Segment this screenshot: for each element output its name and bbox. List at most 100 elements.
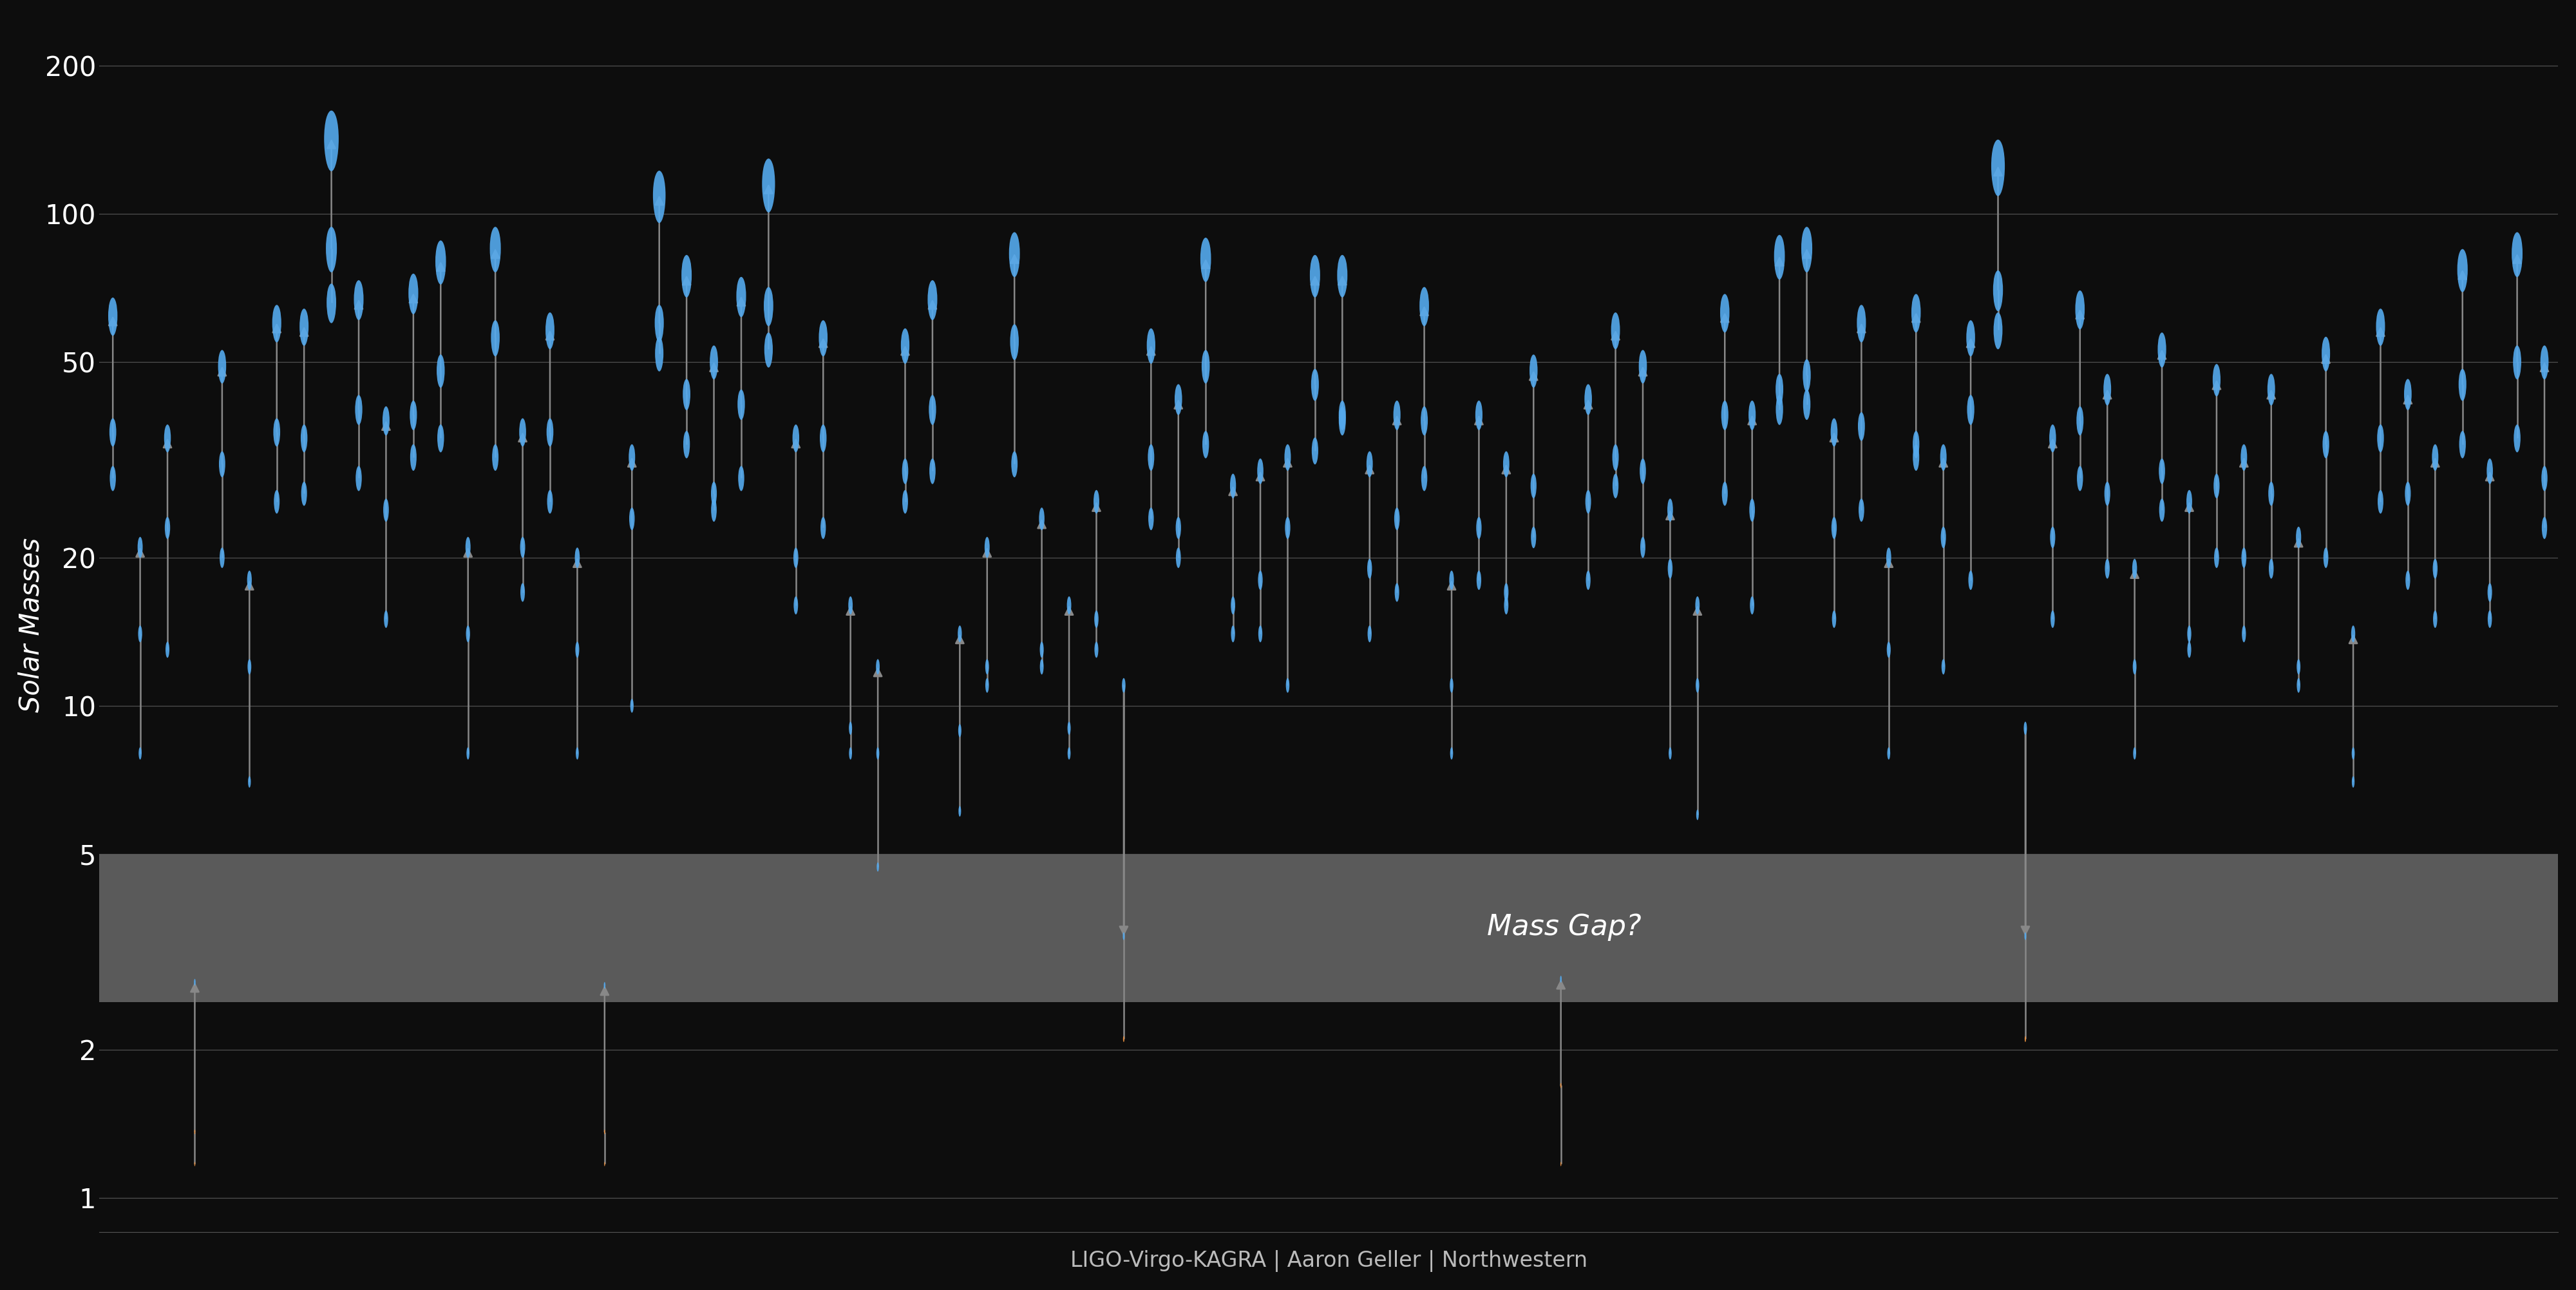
Ellipse shape xyxy=(1311,437,1319,464)
Ellipse shape xyxy=(1285,679,1291,693)
Ellipse shape xyxy=(958,806,961,817)
Ellipse shape xyxy=(2213,473,2221,498)
Ellipse shape xyxy=(384,610,389,628)
Ellipse shape xyxy=(1095,641,1097,658)
Ellipse shape xyxy=(2324,547,2329,568)
Ellipse shape xyxy=(1504,596,1510,614)
Ellipse shape xyxy=(987,679,989,693)
Ellipse shape xyxy=(2025,721,2027,735)
Ellipse shape xyxy=(629,507,634,530)
Ellipse shape xyxy=(1530,526,1535,548)
Ellipse shape xyxy=(574,547,580,568)
Ellipse shape xyxy=(631,699,634,713)
Ellipse shape xyxy=(1257,458,1262,484)
Ellipse shape xyxy=(2076,406,2084,436)
Ellipse shape xyxy=(1175,384,1182,415)
Y-axis label: Solar Masses: Solar Masses xyxy=(18,538,44,712)
Ellipse shape xyxy=(1450,747,1453,760)
Ellipse shape xyxy=(652,170,665,223)
Ellipse shape xyxy=(108,298,118,335)
Ellipse shape xyxy=(165,517,170,539)
Ellipse shape xyxy=(1476,401,1484,430)
Ellipse shape xyxy=(822,517,827,539)
X-axis label: LIGO-Virgo-KAGRA | Aaron Geller | Northwestern: LIGO-Virgo-KAGRA | Aaron Geller | Northw… xyxy=(1069,1250,1587,1272)
Ellipse shape xyxy=(301,424,307,453)
Ellipse shape xyxy=(2105,559,2110,579)
Ellipse shape xyxy=(711,481,716,506)
Ellipse shape xyxy=(2241,444,2246,471)
Ellipse shape xyxy=(1749,596,1754,614)
Ellipse shape xyxy=(2460,431,2465,458)
Ellipse shape xyxy=(466,626,469,642)
Ellipse shape xyxy=(1888,747,1891,760)
Ellipse shape xyxy=(848,596,853,614)
Ellipse shape xyxy=(1066,747,1072,760)
Ellipse shape xyxy=(1285,517,1291,539)
Ellipse shape xyxy=(2352,747,2354,760)
Ellipse shape xyxy=(1942,659,1945,675)
Ellipse shape xyxy=(2159,499,2164,521)
Ellipse shape xyxy=(1175,517,1180,539)
Ellipse shape xyxy=(1231,596,1236,614)
Ellipse shape xyxy=(1368,559,1373,579)
Ellipse shape xyxy=(2133,559,2138,579)
Ellipse shape xyxy=(247,659,252,675)
Ellipse shape xyxy=(111,466,116,491)
Ellipse shape xyxy=(2432,559,2437,579)
Ellipse shape xyxy=(2406,570,2411,590)
Ellipse shape xyxy=(2378,424,2383,453)
Ellipse shape xyxy=(1968,570,1973,590)
Ellipse shape xyxy=(1803,359,1811,392)
Ellipse shape xyxy=(1123,679,1126,693)
Ellipse shape xyxy=(355,395,363,424)
Ellipse shape xyxy=(2321,337,2331,372)
Ellipse shape xyxy=(1721,294,1728,333)
Ellipse shape xyxy=(299,308,309,346)
Ellipse shape xyxy=(2514,346,2522,379)
Ellipse shape xyxy=(219,547,224,568)
Ellipse shape xyxy=(1337,255,1347,298)
Ellipse shape xyxy=(850,721,853,735)
Ellipse shape xyxy=(219,350,227,383)
Ellipse shape xyxy=(2540,346,2548,379)
Ellipse shape xyxy=(2050,526,2056,548)
Ellipse shape xyxy=(930,395,935,424)
Ellipse shape xyxy=(2512,232,2522,277)
Ellipse shape xyxy=(1965,320,1976,356)
Ellipse shape xyxy=(1801,227,1814,272)
Ellipse shape xyxy=(2269,559,2275,579)
Ellipse shape xyxy=(435,240,446,285)
Ellipse shape xyxy=(2458,369,2465,401)
Ellipse shape xyxy=(108,418,116,446)
Ellipse shape xyxy=(1394,583,1399,602)
Ellipse shape xyxy=(1832,418,1837,446)
Ellipse shape xyxy=(2378,490,2383,513)
Ellipse shape xyxy=(930,458,935,484)
Ellipse shape xyxy=(1419,286,1430,326)
Ellipse shape xyxy=(438,424,443,453)
Ellipse shape xyxy=(2241,547,2246,568)
Ellipse shape xyxy=(2543,466,2548,491)
Ellipse shape xyxy=(819,320,827,356)
Ellipse shape xyxy=(2543,517,2548,539)
Ellipse shape xyxy=(683,255,693,298)
Ellipse shape xyxy=(410,273,417,315)
Ellipse shape xyxy=(1502,452,1510,477)
Ellipse shape xyxy=(327,284,337,324)
Ellipse shape xyxy=(1832,610,1837,628)
Ellipse shape xyxy=(1695,679,1700,693)
Ellipse shape xyxy=(958,626,961,642)
Ellipse shape xyxy=(902,490,907,513)
Ellipse shape xyxy=(1857,304,1865,342)
Ellipse shape xyxy=(301,481,307,506)
Ellipse shape xyxy=(2133,747,2136,760)
Ellipse shape xyxy=(711,499,716,521)
Ellipse shape xyxy=(247,570,252,590)
Ellipse shape xyxy=(1340,406,1345,436)
Ellipse shape xyxy=(489,227,500,272)
Ellipse shape xyxy=(546,312,554,350)
Ellipse shape xyxy=(1721,481,1728,506)
Ellipse shape xyxy=(2241,626,2246,642)
Ellipse shape xyxy=(1476,517,1481,539)
Ellipse shape xyxy=(1749,499,1754,521)
